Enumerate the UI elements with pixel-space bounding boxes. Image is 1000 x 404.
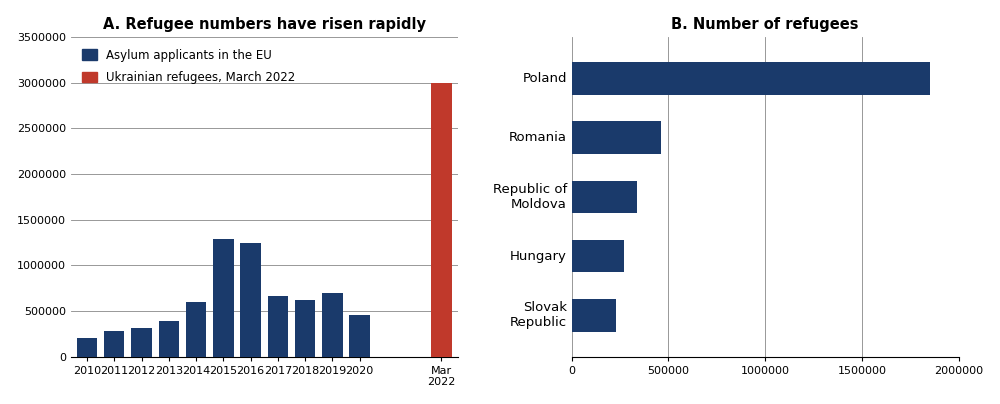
Bar — [186, 302, 206, 357]
Bar — [240, 244, 261, 357]
Bar — [77, 339, 97, 357]
Bar — [268, 295, 288, 357]
Bar — [322, 293, 343, 357]
Legend: Asylum applicants in the EU, Ukrainian refugees, March 2022: Asylum applicants in the EU, Ukrainian r… — [77, 43, 301, 90]
Bar — [295, 300, 315, 357]
Bar — [104, 331, 124, 357]
Bar — [131, 328, 152, 357]
Bar — [349, 315, 370, 357]
Bar — [431, 83, 452, 357]
Bar — [572, 240, 624, 272]
Bar — [159, 321, 179, 357]
Title: A. Refugee numbers have risen rapidly: A. Refugee numbers have risen rapidly — [103, 17, 426, 32]
Bar — [572, 62, 930, 95]
Bar — [213, 239, 234, 357]
Bar — [572, 181, 637, 213]
Bar — [572, 121, 661, 154]
Bar — [572, 299, 616, 332]
Title: B. Number of refugees: B. Number of refugees — [671, 17, 859, 32]
